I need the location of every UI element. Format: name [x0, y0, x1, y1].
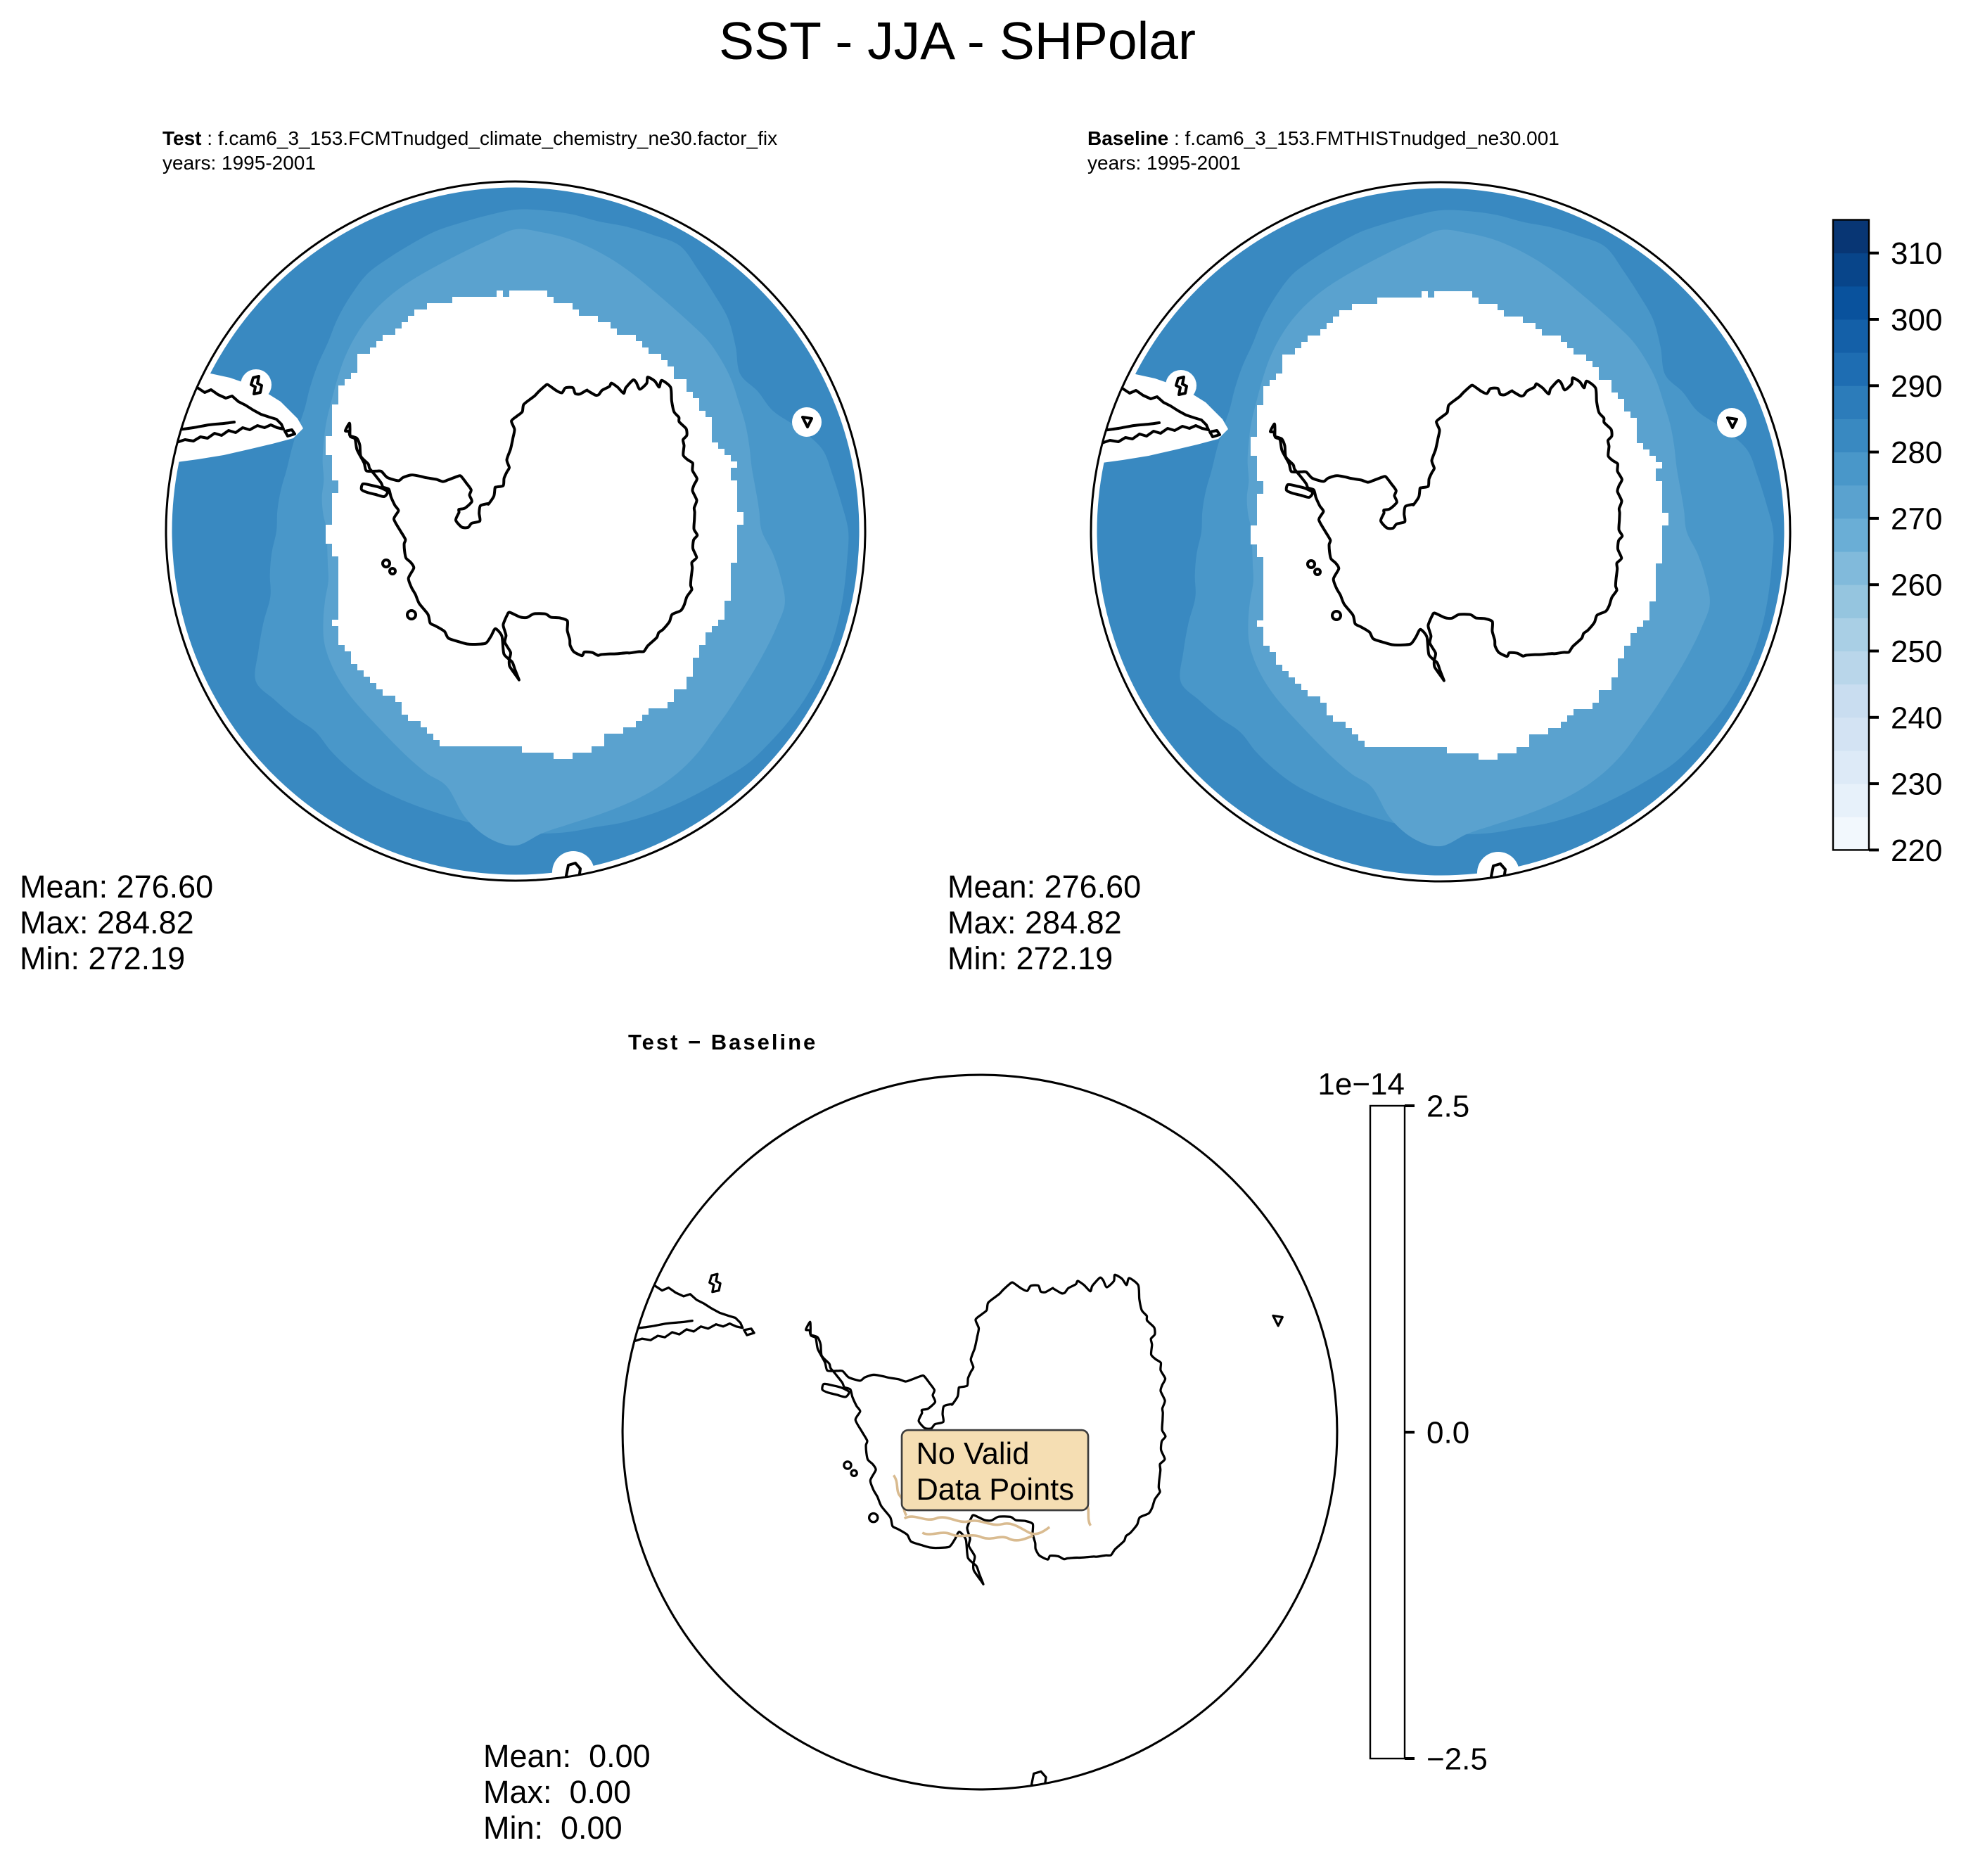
svg-text:1e−14: 1e−14: [1317, 1069, 1405, 1102]
svg-text:310: 310: [1891, 236, 1942, 271]
svg-text:290: 290: [1891, 369, 1942, 404]
svg-text:2.5: 2.5: [1426, 1090, 1469, 1124]
svg-text:Data Points: Data Points: [916, 1473, 1073, 1507]
svg-text:0.0: 0.0: [1426, 1416, 1469, 1450]
svg-text:260: 260: [1891, 568, 1942, 603]
svg-text:230: 230: [1891, 767, 1942, 802]
svg-text:280: 280: [1891, 435, 1942, 470]
svg-text:220: 220: [1891, 834, 1942, 865]
svg-text:240: 240: [1891, 701, 1942, 735]
svg-text:−2.5: −2.5: [1426, 1742, 1488, 1777]
svg-text:No Valid: No Valid: [916, 1437, 1029, 1471]
svg-text:270: 270: [1891, 502, 1942, 536]
svg-text:300: 300: [1891, 303, 1942, 338]
svg-text:250: 250: [1891, 634, 1942, 669]
